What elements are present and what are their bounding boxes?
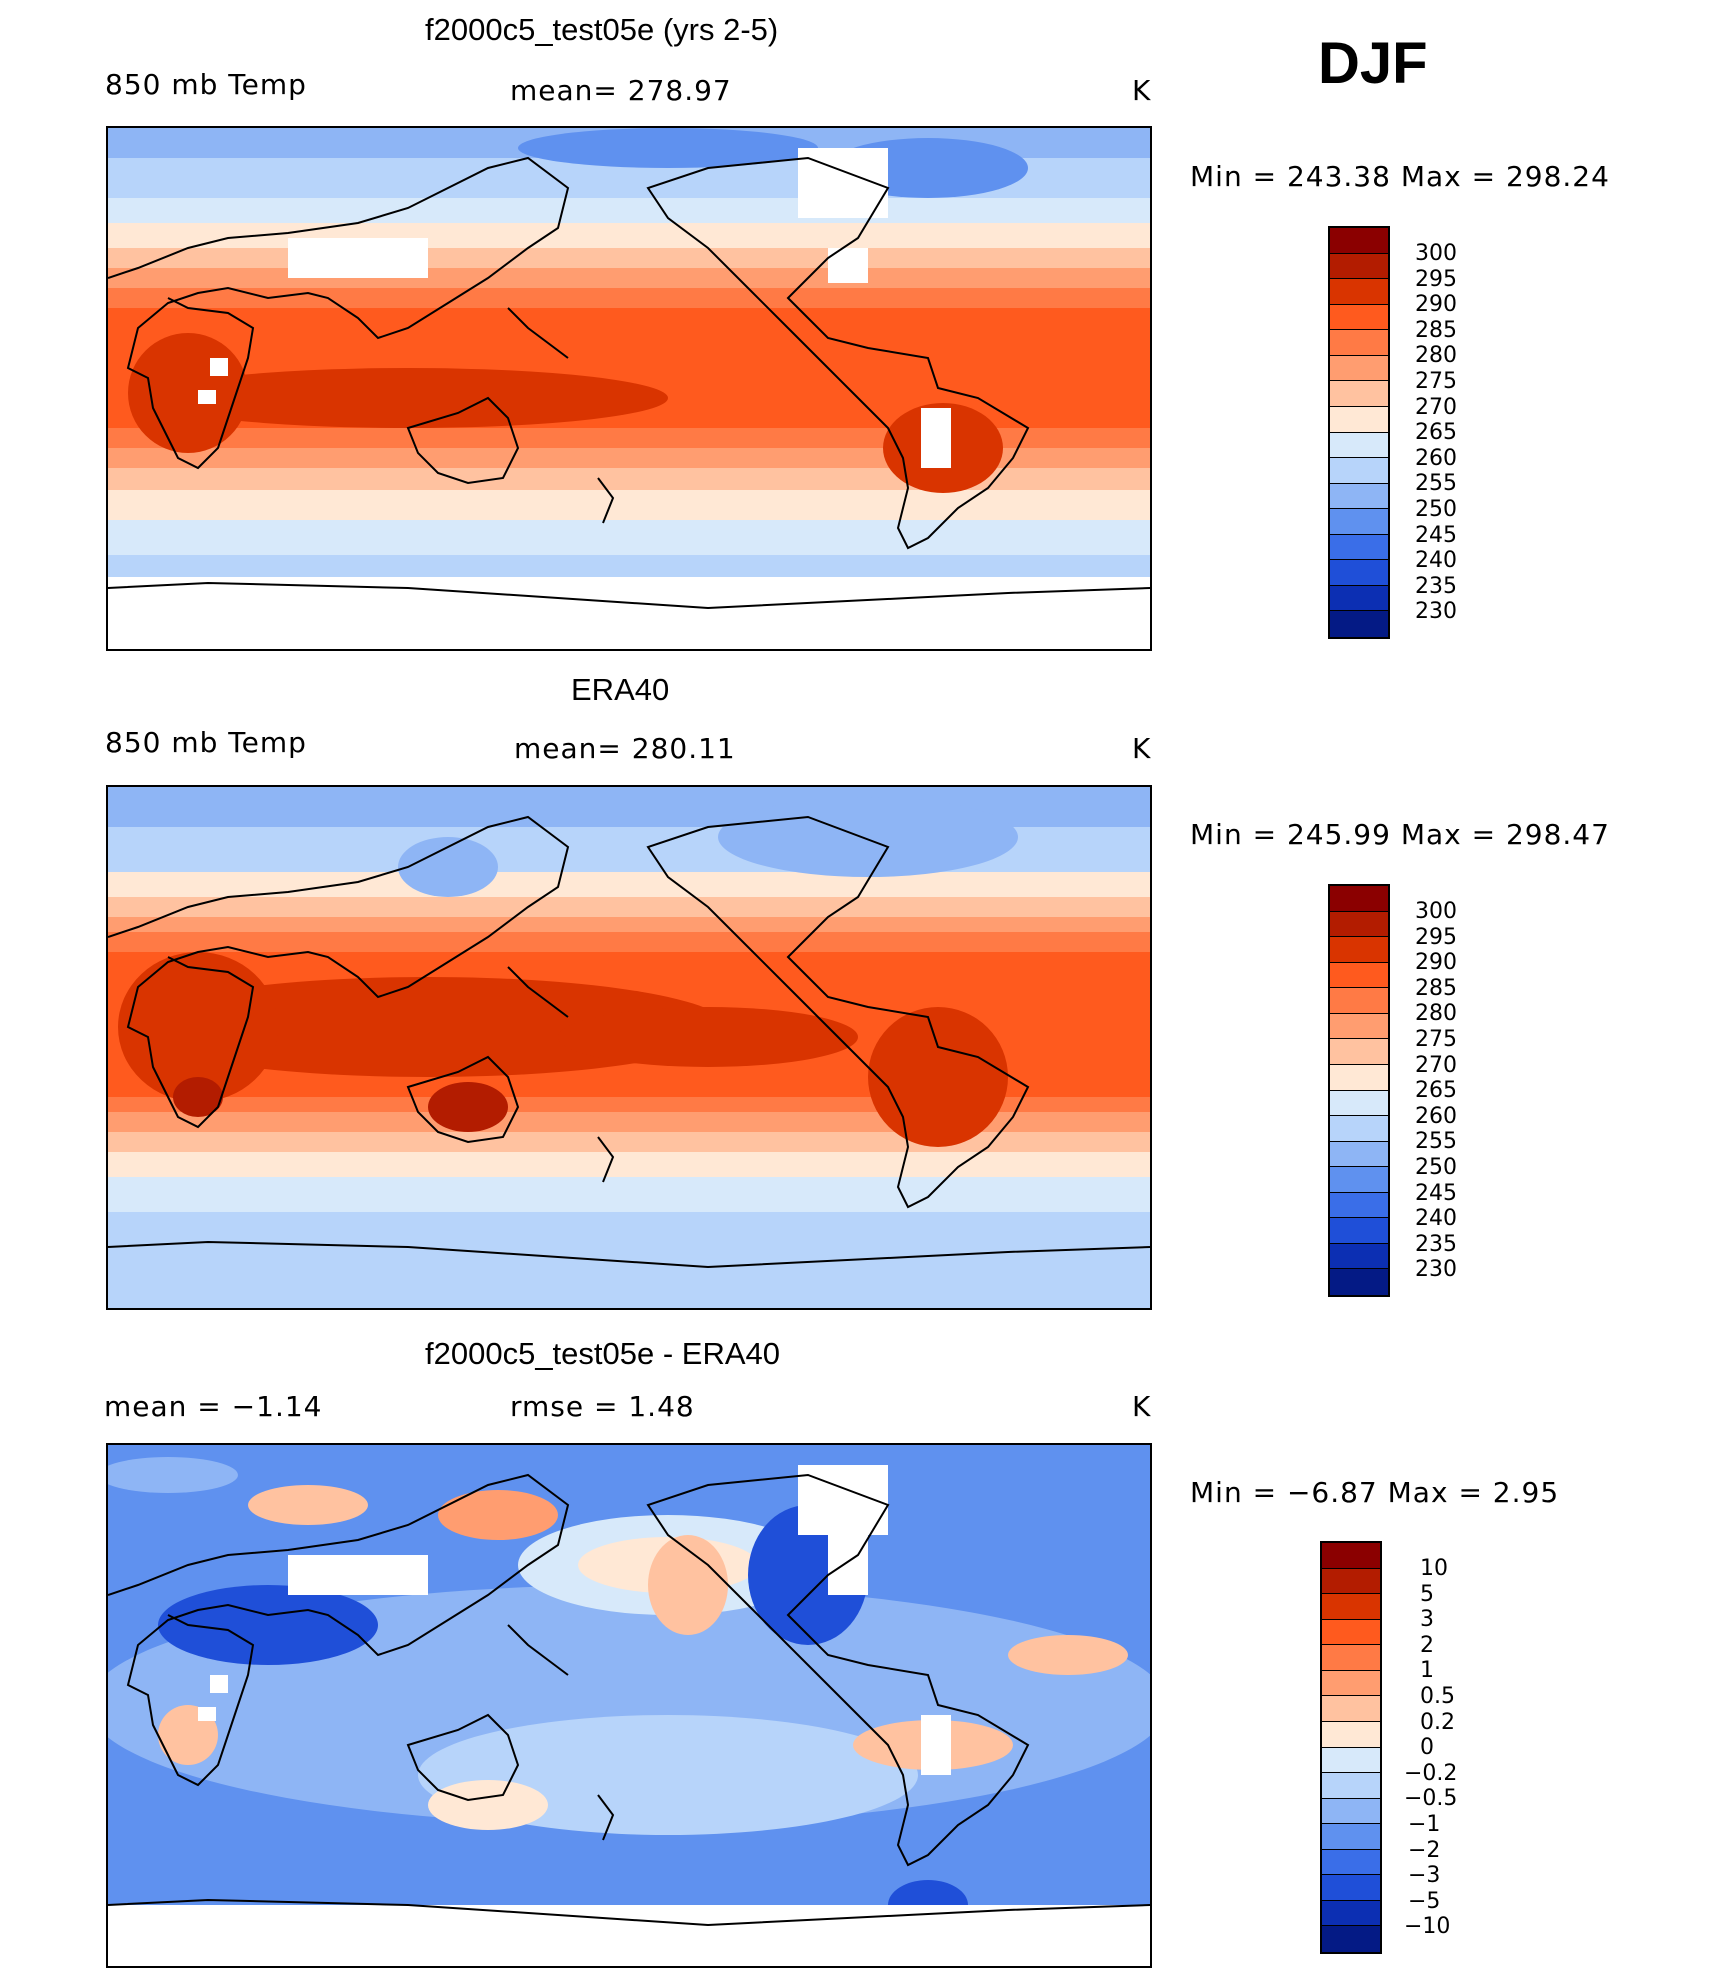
colorbar-tick-label: 230 bbox=[1415, 599, 1457, 625]
panel1-variable-label: 850 mb Temp bbox=[105, 68, 307, 101]
colorbar-tick-label: 0 bbox=[1420, 1735, 1434, 1761]
colorbar-tick-label: 275 bbox=[1415, 368, 1457, 394]
colorbar-tick-label: 1 bbox=[1420, 1658, 1434, 1684]
panel2-units-label: K bbox=[1132, 732, 1152, 765]
panel1-mean-label: mean= 278.97 bbox=[510, 74, 732, 107]
colorbar-tick-label: 2 bbox=[1420, 1632, 1434, 1658]
colorbar-tick-label: 240 bbox=[1415, 548, 1457, 574]
colorbar-tick-label: 295 bbox=[1415, 266, 1457, 292]
colorbar-tick-label: 290 bbox=[1415, 292, 1457, 318]
colorbar-tick-label: 245 bbox=[1415, 1180, 1457, 1206]
colorbar-tick-label: 300 bbox=[1415, 241, 1457, 266]
colorbar-tick-label: 235 bbox=[1415, 1231, 1457, 1257]
colorbar-tick-label: 3 bbox=[1420, 1607, 1434, 1633]
panel3-rmse-label: rmse = 1.48 bbox=[510, 1390, 695, 1423]
panel1-title: f2000c5_test05e (yrs 2-5) bbox=[425, 12, 779, 47]
colorbar-tick-label: 240 bbox=[1415, 1206, 1457, 1232]
colorbar-tick-label: −3 bbox=[1408, 1863, 1441, 1889]
panel2-map bbox=[106, 785, 1152, 1310]
colorbar-tick-label: 300 bbox=[1415, 899, 1457, 924]
colorbar-tick-label: −1 bbox=[1408, 1811, 1441, 1837]
colorbar-tick-label: 295 bbox=[1415, 924, 1457, 950]
panel2-colorbar bbox=[1328, 884, 1390, 1297]
colorbar-tick-label: 5 bbox=[1420, 1581, 1434, 1607]
colorbar-tick-label: −2 bbox=[1408, 1837, 1441, 1863]
colorbar-tick-label: −0.5 bbox=[1404, 1786, 1458, 1812]
panel1-minmax: Min = 243.38 Max = 298.24 bbox=[1190, 160, 1610, 193]
colorbar-tick-label: 0.2 bbox=[1420, 1709, 1455, 1735]
colorbar-tick-label: 280 bbox=[1415, 1001, 1457, 1027]
colorbar-tick-label: 10 bbox=[1420, 1556, 1448, 1581]
panel3-title: f2000c5_test05e - ERA40 bbox=[425, 1336, 781, 1371]
panel3-mean-label: mean = −1.14 bbox=[104, 1390, 323, 1423]
colorbar-tick-label: −5 bbox=[1408, 1888, 1441, 1914]
colorbar-tick-label: 230 bbox=[1415, 1257, 1457, 1283]
panel2-title: ERA40 bbox=[571, 672, 670, 707]
colorbar-tick-label: 280 bbox=[1415, 343, 1457, 369]
panel3-colorbar bbox=[1320, 1541, 1382, 1954]
colorbar-tick-label: 285 bbox=[1415, 975, 1457, 1001]
colorbar-tick-label: 255 bbox=[1415, 471, 1457, 497]
panel3-colorbar-labels: 10 5 3 2 1 0.5 0.2 0 −0.2 −0.5 −1 −2 −3 … bbox=[1400, 1556, 1457, 1940]
colorbar-tick-label: 245 bbox=[1415, 522, 1457, 548]
panel2-variable-label: 850 mb Temp bbox=[105, 726, 307, 759]
season-label: DJF bbox=[1318, 31, 1428, 96]
colorbar-tick-label: 265 bbox=[1415, 1078, 1457, 1104]
panel2-colorbar-labels: 300 295 290 285 280 275 270 265 260 255 … bbox=[1415, 899, 1457, 1283]
panel1-colorbar bbox=[1328, 226, 1390, 639]
colorbar-tick-label: 0.5 bbox=[1420, 1683, 1455, 1709]
panel2-minmax: Min = 245.99 Max = 298.47 bbox=[1190, 818, 1610, 851]
colorbar-tick-label: 235 bbox=[1415, 573, 1457, 599]
colorbar-tick-label: 275 bbox=[1415, 1026, 1457, 1052]
panel1-units-label: K bbox=[1132, 74, 1152, 107]
colorbar-tick-label: −0.2 bbox=[1404, 1760, 1458, 1786]
colorbar-tick-label: 250 bbox=[1415, 496, 1457, 522]
panel3-map bbox=[106, 1443, 1152, 1968]
colorbar-tick-label: 260 bbox=[1415, 445, 1457, 471]
colorbar-tick-label: 270 bbox=[1415, 394, 1457, 420]
colorbar-tick-label: 255 bbox=[1415, 1129, 1457, 1155]
panel2-mean-label: mean= 280.11 bbox=[514, 732, 736, 765]
colorbar-tick-label: 285 bbox=[1415, 317, 1457, 343]
colorbar-tick-label: −10 bbox=[1404, 1914, 1451, 1940]
colorbar-tick-label: 290 bbox=[1415, 950, 1457, 976]
panel1-colorbar-labels: 300 295 290 285 280 275 270 265 260 255 … bbox=[1415, 241, 1457, 625]
panel3-minmax: Min = −6.87 Max = 2.95 bbox=[1190, 1476, 1560, 1509]
colorbar-tick-label: 265 bbox=[1415, 420, 1457, 446]
panel1-map bbox=[106, 126, 1152, 651]
colorbar-tick-label: 270 bbox=[1415, 1052, 1457, 1078]
panel3-units-label: K bbox=[1132, 1390, 1152, 1423]
colorbar-tick-label: 250 bbox=[1415, 1154, 1457, 1180]
colorbar-tick-label: 260 bbox=[1415, 1103, 1457, 1129]
